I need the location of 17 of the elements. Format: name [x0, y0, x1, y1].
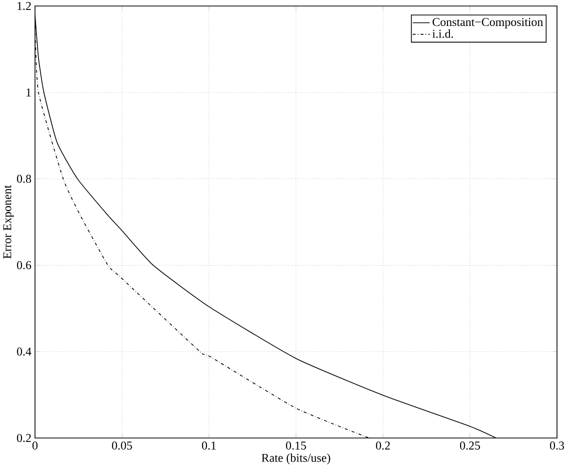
y-tick-label: 0.8 — [16, 174, 32, 183]
x-tick-label: 0.3 — [550, 442, 564, 450]
y-tick-label: 1.2 — [18, 2, 31, 10]
x-axis-title: Rate (bits/use) — [262, 453, 330, 464]
y-axis-title: Error Exponent — [3, 185, 14, 259]
x-tick-label: 0.15 — [286, 442, 306, 450]
x-tick-label: 0.1 — [202, 442, 216, 450]
legend-label: i.i.d. — [432, 29, 453, 38]
x-tick-label: 0.25 — [460, 442, 480, 450]
y-tick-label: 0.2 — [16, 434, 31, 442]
y-tick-label: 0.6 — [16, 261, 32, 270]
legend-label: Constant−Composition — [432, 18, 544, 28]
x-tick-label: 0 — [32, 442, 38, 450]
y-tick-label: 1 — [26, 88, 31, 96]
x-tick-label: 0.05 — [112, 442, 132, 450]
x-tick-label: 0.2 — [376, 442, 390, 450]
y-tick-label: 0.4 — [16, 348, 32, 356]
